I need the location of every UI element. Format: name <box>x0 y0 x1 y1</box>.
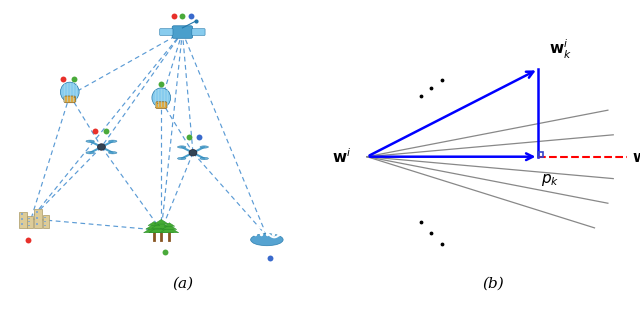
Point <box>266 255 276 260</box>
Text: $\mathbf{w}^i_k$: $\mathbf{w}^i_k$ <box>549 38 572 61</box>
Polygon shape <box>143 226 164 233</box>
Polygon shape <box>146 224 162 229</box>
Polygon shape <box>149 225 173 233</box>
Point <box>186 14 196 19</box>
Point <box>156 82 166 87</box>
FancyBboxPatch shape <box>36 217 38 219</box>
Point <box>168 14 179 19</box>
Ellipse shape <box>86 140 95 142</box>
FancyBboxPatch shape <box>28 221 29 222</box>
Text: (a): (a) <box>172 277 193 291</box>
Ellipse shape <box>251 234 283 246</box>
Point <box>100 129 111 134</box>
FancyBboxPatch shape <box>64 96 76 103</box>
FancyBboxPatch shape <box>36 223 38 225</box>
Point <box>194 134 204 139</box>
Ellipse shape <box>109 152 117 154</box>
FancyBboxPatch shape <box>43 215 49 228</box>
Circle shape <box>97 144 106 150</box>
Ellipse shape <box>200 146 209 148</box>
FancyBboxPatch shape <box>20 218 22 220</box>
Ellipse shape <box>177 146 186 148</box>
Text: $\mathbf{w}^i$: $\mathbf{w}^i$ <box>332 147 351 166</box>
Ellipse shape <box>86 152 95 154</box>
Polygon shape <box>162 225 177 230</box>
FancyBboxPatch shape <box>34 209 42 228</box>
Polygon shape <box>160 227 179 233</box>
Bar <box>538 152 543 157</box>
FancyBboxPatch shape <box>20 223 22 225</box>
FancyBboxPatch shape <box>44 221 45 222</box>
Ellipse shape <box>109 140 117 142</box>
Polygon shape <box>152 222 171 228</box>
Polygon shape <box>164 223 175 226</box>
Text: $p_k$: $p_k$ <box>541 172 559 188</box>
Ellipse shape <box>152 88 171 108</box>
FancyBboxPatch shape <box>44 217 45 218</box>
FancyBboxPatch shape <box>156 102 167 108</box>
Point <box>22 238 33 243</box>
Point <box>160 249 170 254</box>
Ellipse shape <box>200 157 209 160</box>
FancyBboxPatch shape <box>36 211 38 213</box>
Text: (b): (b) <box>482 277 504 291</box>
FancyBboxPatch shape <box>192 29 205 35</box>
FancyBboxPatch shape <box>160 29 173 35</box>
FancyBboxPatch shape <box>19 212 27 228</box>
FancyBboxPatch shape <box>20 213 22 215</box>
Ellipse shape <box>177 157 186 160</box>
Point <box>69 76 79 81</box>
Polygon shape <box>148 222 160 226</box>
Polygon shape <box>154 219 168 224</box>
FancyBboxPatch shape <box>27 216 33 228</box>
Ellipse shape <box>60 82 79 102</box>
Text: $\mathbf{w}^{i+1}$: $\mathbf{w}^{i+1}$ <box>632 147 640 166</box>
Point <box>184 134 194 139</box>
FancyBboxPatch shape <box>28 218 29 219</box>
Point <box>177 14 188 19</box>
Point <box>58 76 68 81</box>
Circle shape <box>189 150 197 156</box>
FancyBboxPatch shape <box>28 225 29 226</box>
Point <box>90 129 100 134</box>
FancyBboxPatch shape <box>44 225 45 226</box>
FancyBboxPatch shape <box>172 26 193 38</box>
